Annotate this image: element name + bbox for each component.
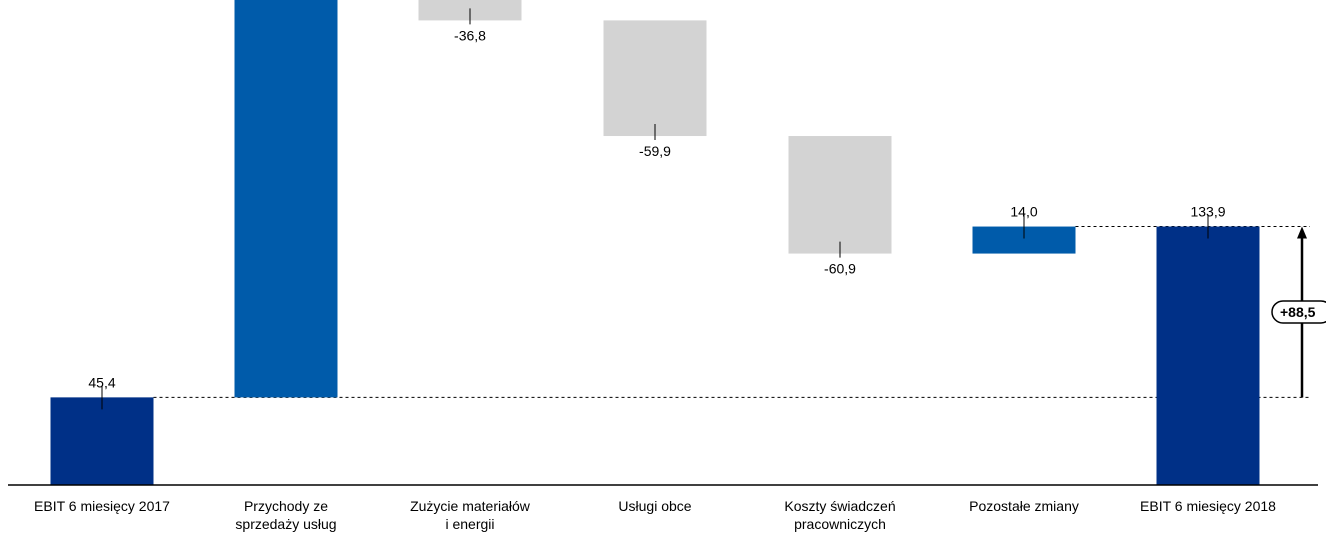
category-label-2-line-1: i energii xyxy=(445,516,494,532)
category-label-3: Usługi obce xyxy=(618,498,691,514)
value-label-5: 14,0 xyxy=(1010,204,1037,220)
value-label-4: -60,9 xyxy=(824,261,856,277)
category-label-1-line-0: Przychody ze xyxy=(244,498,328,514)
bar-3 xyxy=(603,20,707,137)
bar-6 xyxy=(1156,226,1260,485)
value-label-0: 45,4 xyxy=(88,374,115,390)
difference-arrowhead xyxy=(1297,226,1307,239)
category-label-4-line-1: pracowniczych xyxy=(794,516,886,532)
category-label-0: EBIT 6 miesięcy 2017 xyxy=(34,498,170,514)
category-label-4-line-0: Koszty świadczeń xyxy=(784,498,895,514)
difference-badge xyxy=(1271,300,1326,324)
bar-1 xyxy=(234,0,338,398)
category-label-6: EBIT 6 miesięcy 2018 xyxy=(1140,498,1276,514)
category-label-5: Pozostałe zmiany xyxy=(969,498,1079,514)
difference-label: +88,5 xyxy=(1280,304,1316,320)
bar-0 xyxy=(50,397,154,485)
category-label-1-line-1: sprzedaży usług xyxy=(235,516,336,532)
value-label-3: -59,9 xyxy=(639,143,671,159)
category-label-2-line-0: Zużycie materiałów xyxy=(410,498,531,514)
bar-4 xyxy=(788,136,892,254)
value-label-2: -36,8 xyxy=(454,27,486,43)
value-label-6: 133,9 xyxy=(1190,204,1225,220)
